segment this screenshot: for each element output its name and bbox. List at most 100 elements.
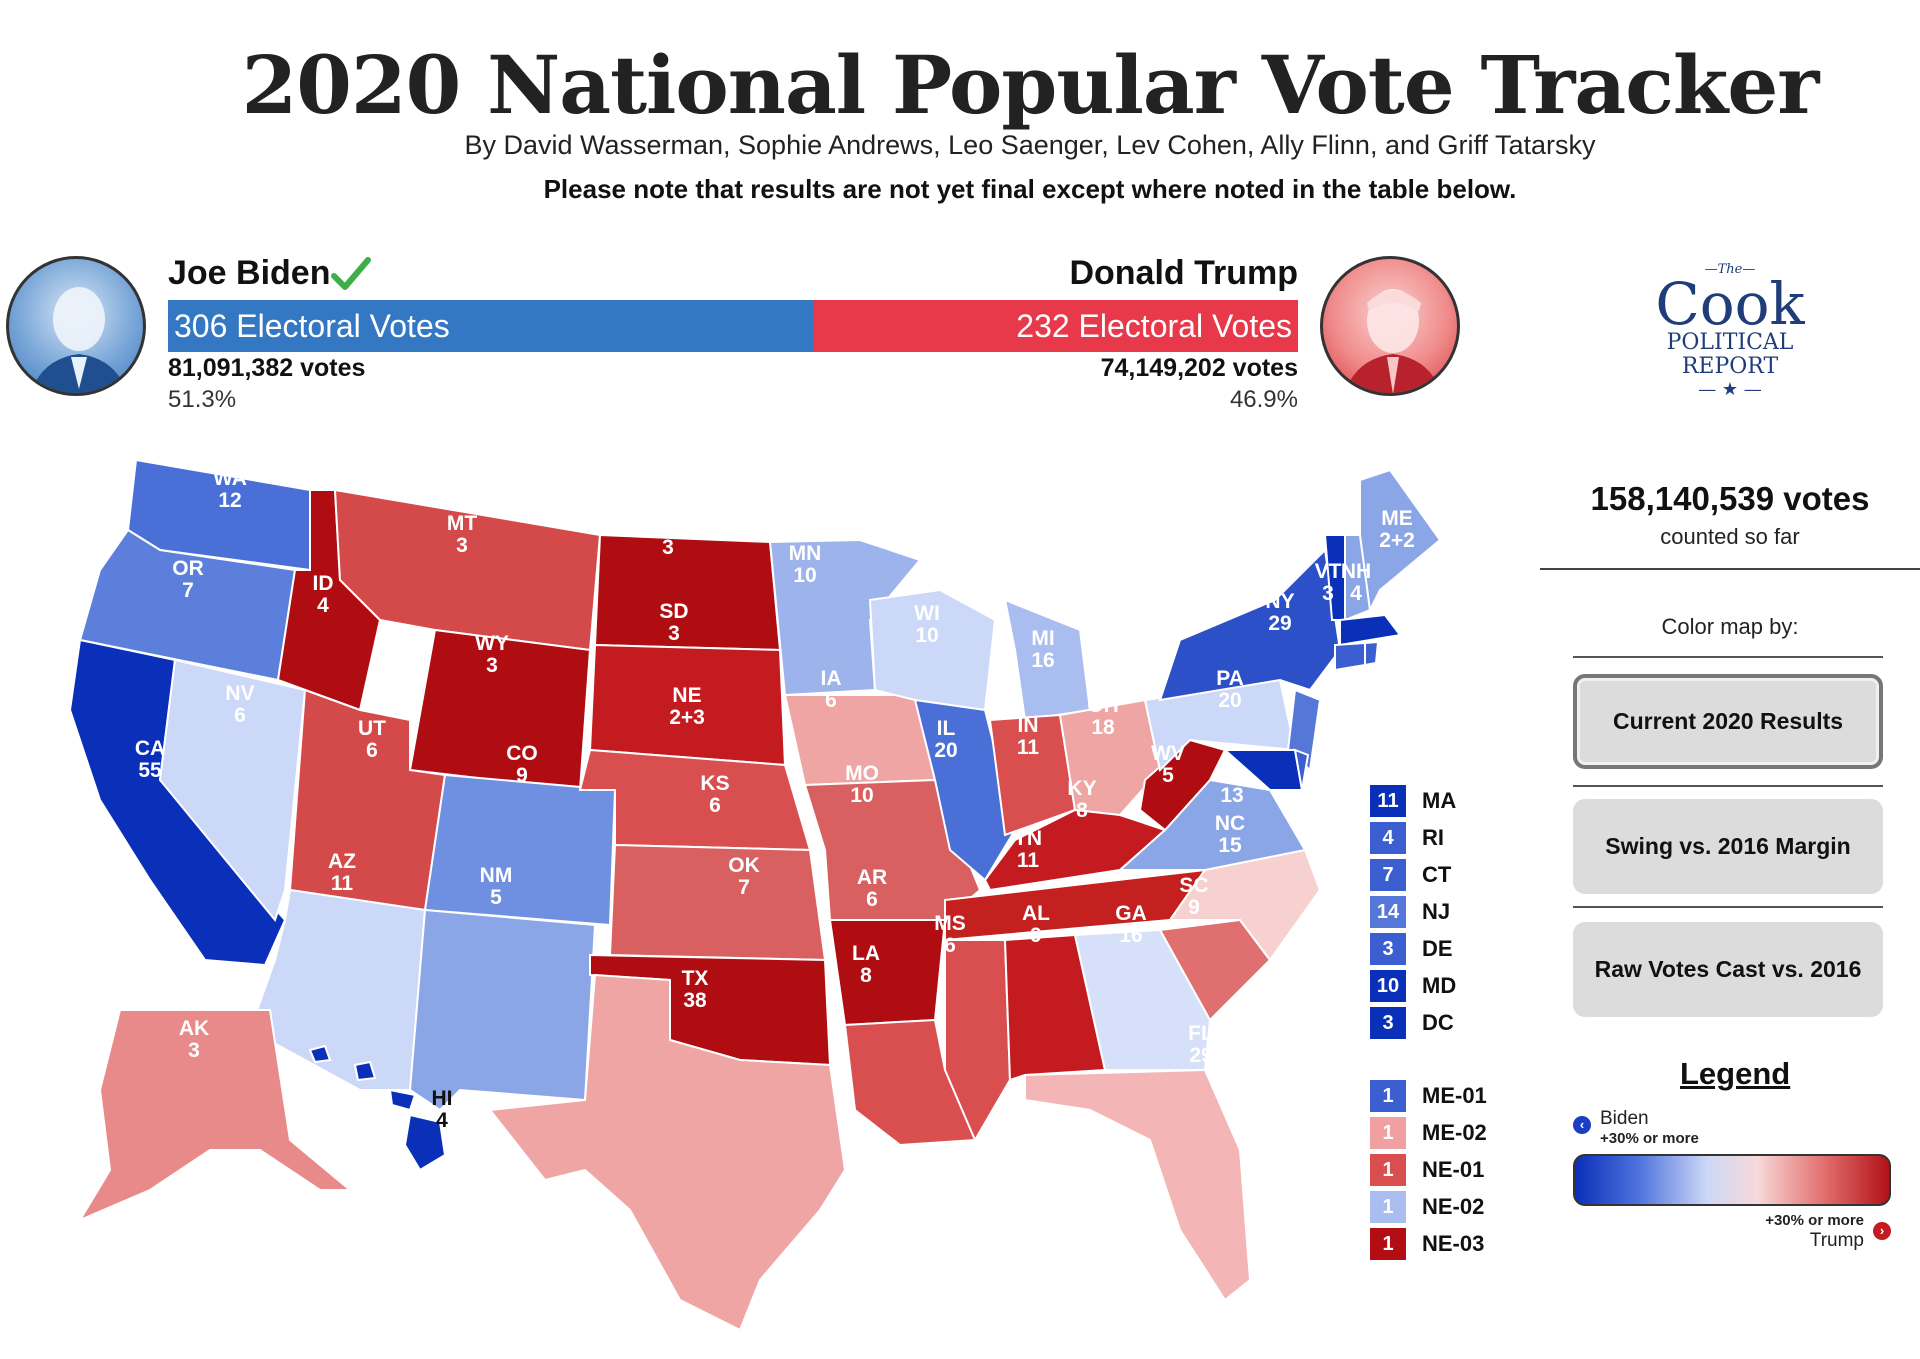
electoral-count-badge: 14: [1370, 895, 1406, 928]
table-row[interactable]: 10 MD: [1370, 967, 1520, 1004]
state-label-NY: NY: [1265, 590, 1294, 613]
state-label-OH: OH: [1087, 694, 1119, 717]
state-TX[interactable]: [488, 973, 847, 1332]
state-DE[interactable]: [1293, 748, 1310, 791]
state-label-NM: NM: [480, 864, 513, 887]
state-label-IN: IN: [1018, 714, 1039, 737]
electoral-count-badge: 1: [1370, 1190, 1406, 1223]
state-ev-IA: 6: [825, 689, 837, 712]
electoral-count-badge: 4: [1370, 821, 1406, 854]
state-label-WY: WY: [475, 632, 509, 655]
state-abbreviation: RI: [1422, 824, 1444, 850]
districts-table: 1 ME-01 1 ME-02 1 NE-01 1 NE-02 1 NE-03: [1370, 1077, 1520, 1262]
table-row[interactable]: 3 DC: [1370, 1004, 1520, 1041]
state-label-KY: KY: [1067, 777, 1096, 800]
state-CO[interactable]: [423, 773, 617, 927]
state-label-OR: OR: [172, 557, 204, 580]
check-icon: [331, 257, 371, 290]
state-NM[interactable]: [408, 908, 597, 1112]
state-label-WI: WI: [914, 602, 940, 625]
table-row[interactable]: 1 NE-02: [1370, 1188, 1520, 1225]
state-ev-NH: 4: [1350, 582, 1362, 605]
trump-name: Donald Trump: [1069, 254, 1298, 292]
state-ev-AR: 6: [866, 888, 878, 911]
state-label-GA: GA: [1115, 902, 1147, 925]
color-map-by-label: Color map by:: [1661, 614, 1799, 639]
us-results-map[interactable]: WA12OR7CA55NV6ID4MT3WY3UT6AZ11CO9NM5ND3S…: [40, 450, 1460, 1340]
state-abbreviation: NJ: [1422, 898, 1451, 924]
state-ev-NV: 6: [234, 704, 246, 727]
state-NE[interactable]: [578, 748, 812, 852]
table-row[interactable]: 11 MA: [1370, 782, 1520, 819]
state-label-NE: NE: [672, 684, 701, 707]
state-ME[interactable]: [1359, 468, 1442, 614]
table-row[interactable]: 7 CT: [1370, 856, 1520, 893]
state-NV[interactable]: [158, 658, 307, 923]
electoral-count-badge: 1: [1370, 1116, 1406, 1149]
state-OH[interactable]: [1058, 698, 1162, 817]
table-row[interactable]: 1 NE-03: [1370, 1225, 1520, 1262]
state-label-VT: VT: [1315, 560, 1342, 583]
table-row[interactable]: 1 ME-01: [1370, 1077, 1520, 1114]
state-abbreviation: NE-03: [1422, 1230, 1485, 1256]
state-ev-MO: 10: [850, 784, 873, 807]
cook-political-report-logo[interactable]: —The— Cook POLITICAL REPORT — ★ —: [1640, 262, 1820, 400]
table-row[interactable]: 3 DE: [1370, 930, 1520, 967]
biden-name: Joe Biden: [168, 254, 331, 292]
state-MS[interactable]: [944, 939, 1012, 1143]
electoral-count-badge: 10: [1370, 969, 1406, 1002]
state-AK[interactable]: [77, 1009, 353, 1223]
table-row[interactable]: 4 RI: [1370, 819, 1520, 856]
biden-avatar: [6, 256, 146, 396]
current-2020-results-button[interactable]: Current 2020 Results: [1573, 674, 1883, 769]
state-label-NC: NC: [1215, 812, 1245, 835]
raw-votes-vs-2016-button[interactable]: Raw Votes Cast vs. 2016: [1573, 922, 1883, 1017]
logo-political: POLITICAL: [1666, 330, 1794, 355]
table-row[interactable]: 1 ME-02: [1370, 1114, 1520, 1151]
state-label-WV: WV: [1151, 742, 1185, 765]
state-MA[interactable]: [1339, 613, 1402, 647]
state-label-MS: MS: [934, 912, 966, 935]
legend-trump-label: Trump: [1809, 1230, 1864, 1251]
trump-popular-votes: 74,149,202 votes: [1100, 354, 1298, 382]
logo-cook: Cook: [1655, 270, 1805, 338]
state-NY[interactable]: [1158, 547, 1342, 702]
state-ev-AL: 9: [1030, 924, 1042, 947]
legend-biden-label: Biden: [1600, 1108, 1649, 1129]
state-AL[interactable]: [1003, 933, 1107, 1082]
state-abbreviation: MA: [1422, 787, 1457, 813]
state-ev-MT: 3: [456, 534, 468, 557]
state-label-PA: PA: [1216, 667, 1244, 690]
state-ev-IN: 11: [1017, 736, 1040, 759]
table-row[interactable]: 14 NJ: [1370, 893, 1520, 930]
state-AR[interactable]: [828, 919, 947, 1027]
logo-the: —The—: [1704, 262, 1756, 277]
state-label-OK: OK: [728, 854, 760, 877]
state-ev-CA: 55: [138, 759, 162, 782]
state-label-UT: UT: [358, 717, 386, 740]
state-ev-LA: 8: [860, 964, 872, 987]
state-label-NH: NH: [1341, 560, 1371, 583]
state-ev-GA: 16: [1119, 924, 1142, 947]
state-label-MI: MI: [1031, 627, 1054, 650]
state-HI[interactable]: [308, 1044, 447, 1172]
state-ND[interactable]: [593, 533, 782, 652]
state-ev-TX: 38: [683, 989, 707, 1012]
state-FL[interactable]: [1024, 1068, 1252, 1302]
state-ev-OK: 7: [738, 876, 750, 899]
swing-vs-2016-button[interactable]: Swing vs. 2016 Margin: [1573, 799, 1883, 894]
state-RI[interactable]: [1364, 640, 1380, 667]
electoral-count-badge: 1: [1370, 1153, 1406, 1186]
table-row[interactable]: 1 NE-01: [1370, 1151, 1520, 1188]
state-GA[interactable]: [1073, 928, 1212, 1071]
state-ev-MS: 6: [944, 934, 956, 957]
state-label-MT: MT: [447, 512, 477, 535]
state-label-NV: NV: [225, 682, 254, 705]
biden-portrait-icon: [30, 287, 128, 393]
state-label-CA: CA: [135, 737, 165, 760]
state-labels: WA12OR7CA55NV6ID4MT3WY3UT6AZ11CO9NM5ND3S…: [135, 467, 1415, 1132]
state-CT[interactable]: [1334, 641, 1366, 672]
state-label-CO: CO: [506, 742, 538, 765]
state-WA[interactable]: [126, 458, 311, 572]
state-KS[interactable]: [608, 843, 827, 962]
